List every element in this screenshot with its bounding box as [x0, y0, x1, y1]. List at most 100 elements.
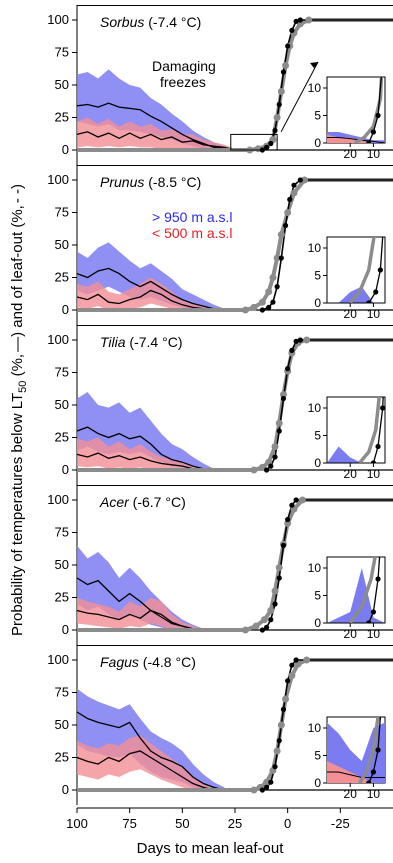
leafout-black-point — [293, 18, 299, 24]
inset-x-tick-label: 20 — [344, 467, 358, 481]
threshold-temp: (-8.5 °C) — [144, 174, 201, 190]
leafout-black-point — [259, 787, 265, 793]
high-elevation-band — [77, 242, 225, 310]
inset-low-band — [327, 134, 385, 143]
leafout-black-point — [289, 502, 295, 508]
annotation-line1: Damaging — [152, 58, 216, 74]
inset-y-tick-label: 10 — [308, 241, 322, 255]
inset-curves — [358, 397, 385, 463]
leafout-gray-point — [275, 564, 283, 572]
inset-leafout-point — [366, 780, 372, 783]
leafout-gray-point — [279, 391, 287, 399]
low-elevation-mean-line — [76, 131, 236, 151]
leafout-black-point — [272, 601, 278, 607]
leafout-black-point — [268, 779, 274, 785]
high-elevation-band — [77, 688, 225, 790]
y-tick-label: 50 — [55, 77, 69, 92]
leafout-black-point — [282, 222, 289, 229]
leafout-gray-point — [250, 786, 258, 794]
x-axis-label: Days to mean leaf-out — [137, 840, 285, 857]
leafout-black-point — [280, 69, 287, 75]
inset-y-tick-label: 5 — [314, 429, 321, 443]
y-label-sub: 50 — [17, 381, 29, 393]
inset-x-tick-label: 20 — [344, 147, 358, 161]
inset-panel: 0 5 10 20 10 — [308, 76, 386, 161]
leafout-gray-point — [242, 306, 250, 314]
y-tick-label: 75 — [55, 45, 69, 60]
leafout-gray-point — [250, 303, 258, 311]
y-tick-label: 50 — [55, 557, 69, 572]
leafout-gray-point — [271, 587, 279, 595]
y-label-main: Probability of temperatures below LT — [9, 393, 26, 636]
leafout-black-point — [285, 516, 291, 523]
inset-leafout-gray — [348, 557, 377, 623]
inset-panel: 0 5 10 20 10 — [308, 396, 386, 481]
y-tick-label: 50 — [55, 397, 69, 412]
leafout-black-point — [297, 177, 303, 183]
inset-x-tick-label: 10 — [367, 147, 381, 161]
inset-y-tick-label: 0 — [314, 456, 321, 470]
leafout-black-point — [280, 706, 287, 713]
leafout-black-point — [289, 347, 295, 353]
leafout-gray-point — [275, 419, 283, 427]
inset-leafout-point — [370, 609, 376, 615]
y-tick-label: 75 — [55, 365, 69, 380]
leafout-gray-point — [260, 616, 268, 624]
inset-y-tick-label: 5 — [314, 749, 321, 763]
inset-x-tick-label: 10 — [367, 307, 381, 321]
leafout-black-point — [268, 140, 274, 147]
leafout-black-point — [276, 428, 282, 434]
inset-x-tick-label: 20 — [344, 627, 358, 641]
leafout-black-point — [272, 454, 278, 460]
leafout-gray-point — [303, 656, 311, 664]
leafout-black-point — [272, 764, 278, 770]
leafout-gray-point — [277, 88, 285, 95]
inset-y-tick-label: 5 — [314, 109, 321, 123]
inset-leafout-black — [368, 237, 384, 303]
inset-leafout-point — [370, 129, 376, 135]
y-label-tail3: ) — [9, 184, 26, 189]
inset-leafout-point — [375, 747, 381, 753]
leafout-black-point — [278, 255, 284, 261]
inset-y-tick-label: 10 — [308, 81, 322, 95]
inset-y-tick-label: 10 — [308, 721, 322, 735]
y-tick-label: 50 — [55, 237, 69, 252]
inset-leafout-black — [368, 557, 381, 623]
y-label-tail: (%, — [9, 354, 26, 381]
y-label-tail2: ) and of leaf-out (%, — [9, 205, 26, 337]
inset-leafout-point — [380, 405, 385, 411]
leafout-black-point — [264, 467, 270, 473]
inset-panel: 0 5 10 20 10 — [308, 556, 386, 641]
panel-title: Tilia (-7.4 °C) — [100, 334, 182, 350]
leafout-gray-point — [265, 288, 273, 296]
x-tick-label: 100 — [66, 816, 88, 831]
inset-leafout-point — [375, 112, 381, 119]
inset-leafout-point — [370, 460, 376, 463]
y-tick-label: 0 — [62, 462, 69, 477]
threshold-temp: (-7.4 °C) — [144, 14, 201, 30]
leafout-gray-point — [273, 747, 281, 755]
leafout-black-point — [293, 657, 299, 663]
leafout-gray-point — [273, 114, 281, 121]
low-elevation-band — [77, 437, 204, 470]
leafout-black-point — [266, 304, 272, 310]
leafout-black-point — [297, 17, 303, 23]
leafout-black-point — [274, 284, 280, 290]
inset-x-tick-label: 20 — [344, 787, 358, 801]
low-elevation-band — [77, 735, 214, 790]
inset-leafout-point — [373, 289, 379, 295]
leafout-black-point — [264, 144, 270, 150]
leafout-gray-point — [301, 176, 309, 184]
leafout-black-point — [264, 784, 270, 791]
leafout-black-point — [272, 127, 278, 134]
leafout-gray-point — [290, 189, 298, 197]
x-tick-label: 75 — [122, 816, 136, 831]
leafout-gray-point — [258, 298, 266, 306]
panel-title: Prunus (-8.5 °C) — [100, 174, 201, 190]
leafout-gray-point — [267, 607, 275, 614]
leafout-gray-point — [298, 496, 306, 504]
inset-y-tick-label: 10 — [308, 561, 322, 575]
inset-curves — [353, 77, 384, 143]
x-axis: 100 75 50 25 0 -25 — [66, 807, 393, 831]
